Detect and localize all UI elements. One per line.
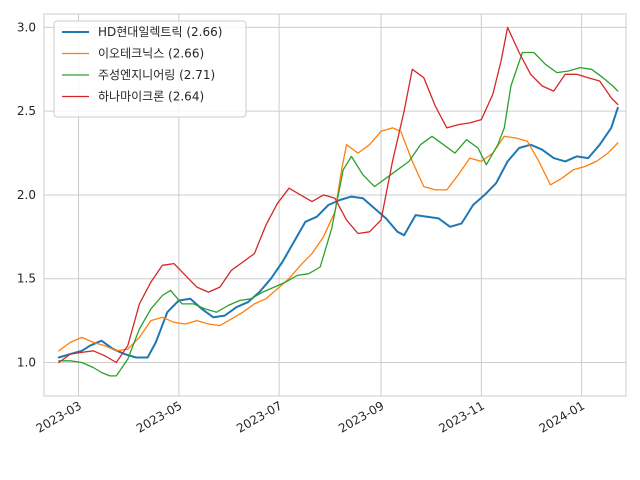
- y-tick-label: 1.0: [17, 355, 36, 369]
- legend-label-3: 주성엔지니어링 (2.71): [98, 68, 215, 82]
- series-line-2: [58, 127, 619, 352]
- plot-frame: [43, 13, 627, 397]
- y-tick-label: 1.5: [17, 272, 36, 286]
- legend-box: [53, 20, 247, 118]
- legend-label-1: HD현대일렉트릭 (2.66): [98, 25, 222, 39]
- y-tick-label: 2.5: [17, 104, 36, 118]
- legend: HD현대일렉트릭 (2.66) 이오테크닉스 (2.66) 주성엔지니어링 (2.7…: [53, 20, 247, 118]
- series-line-4: [58, 26, 619, 364]
- series-line-3: [58, 51, 619, 377]
- y-tick-label: 3.0: [17, 20, 36, 34]
- series-lines: [57, 26, 619, 377]
- y-axis-ticks: 1.0 1.5 2.0 2.5 3.0: [17, 20, 36, 369]
- grid-lines: [44, 14, 626, 396]
- y-tick-label: 2.0: [17, 188, 36, 202]
- legend-label-4: 하나마이크론 (2.64): [98, 90, 204, 104]
- series-line-1: [57, 106, 619, 359]
- legend-label-2: 이오테크닉스 (2.66): [98, 47, 204, 61]
